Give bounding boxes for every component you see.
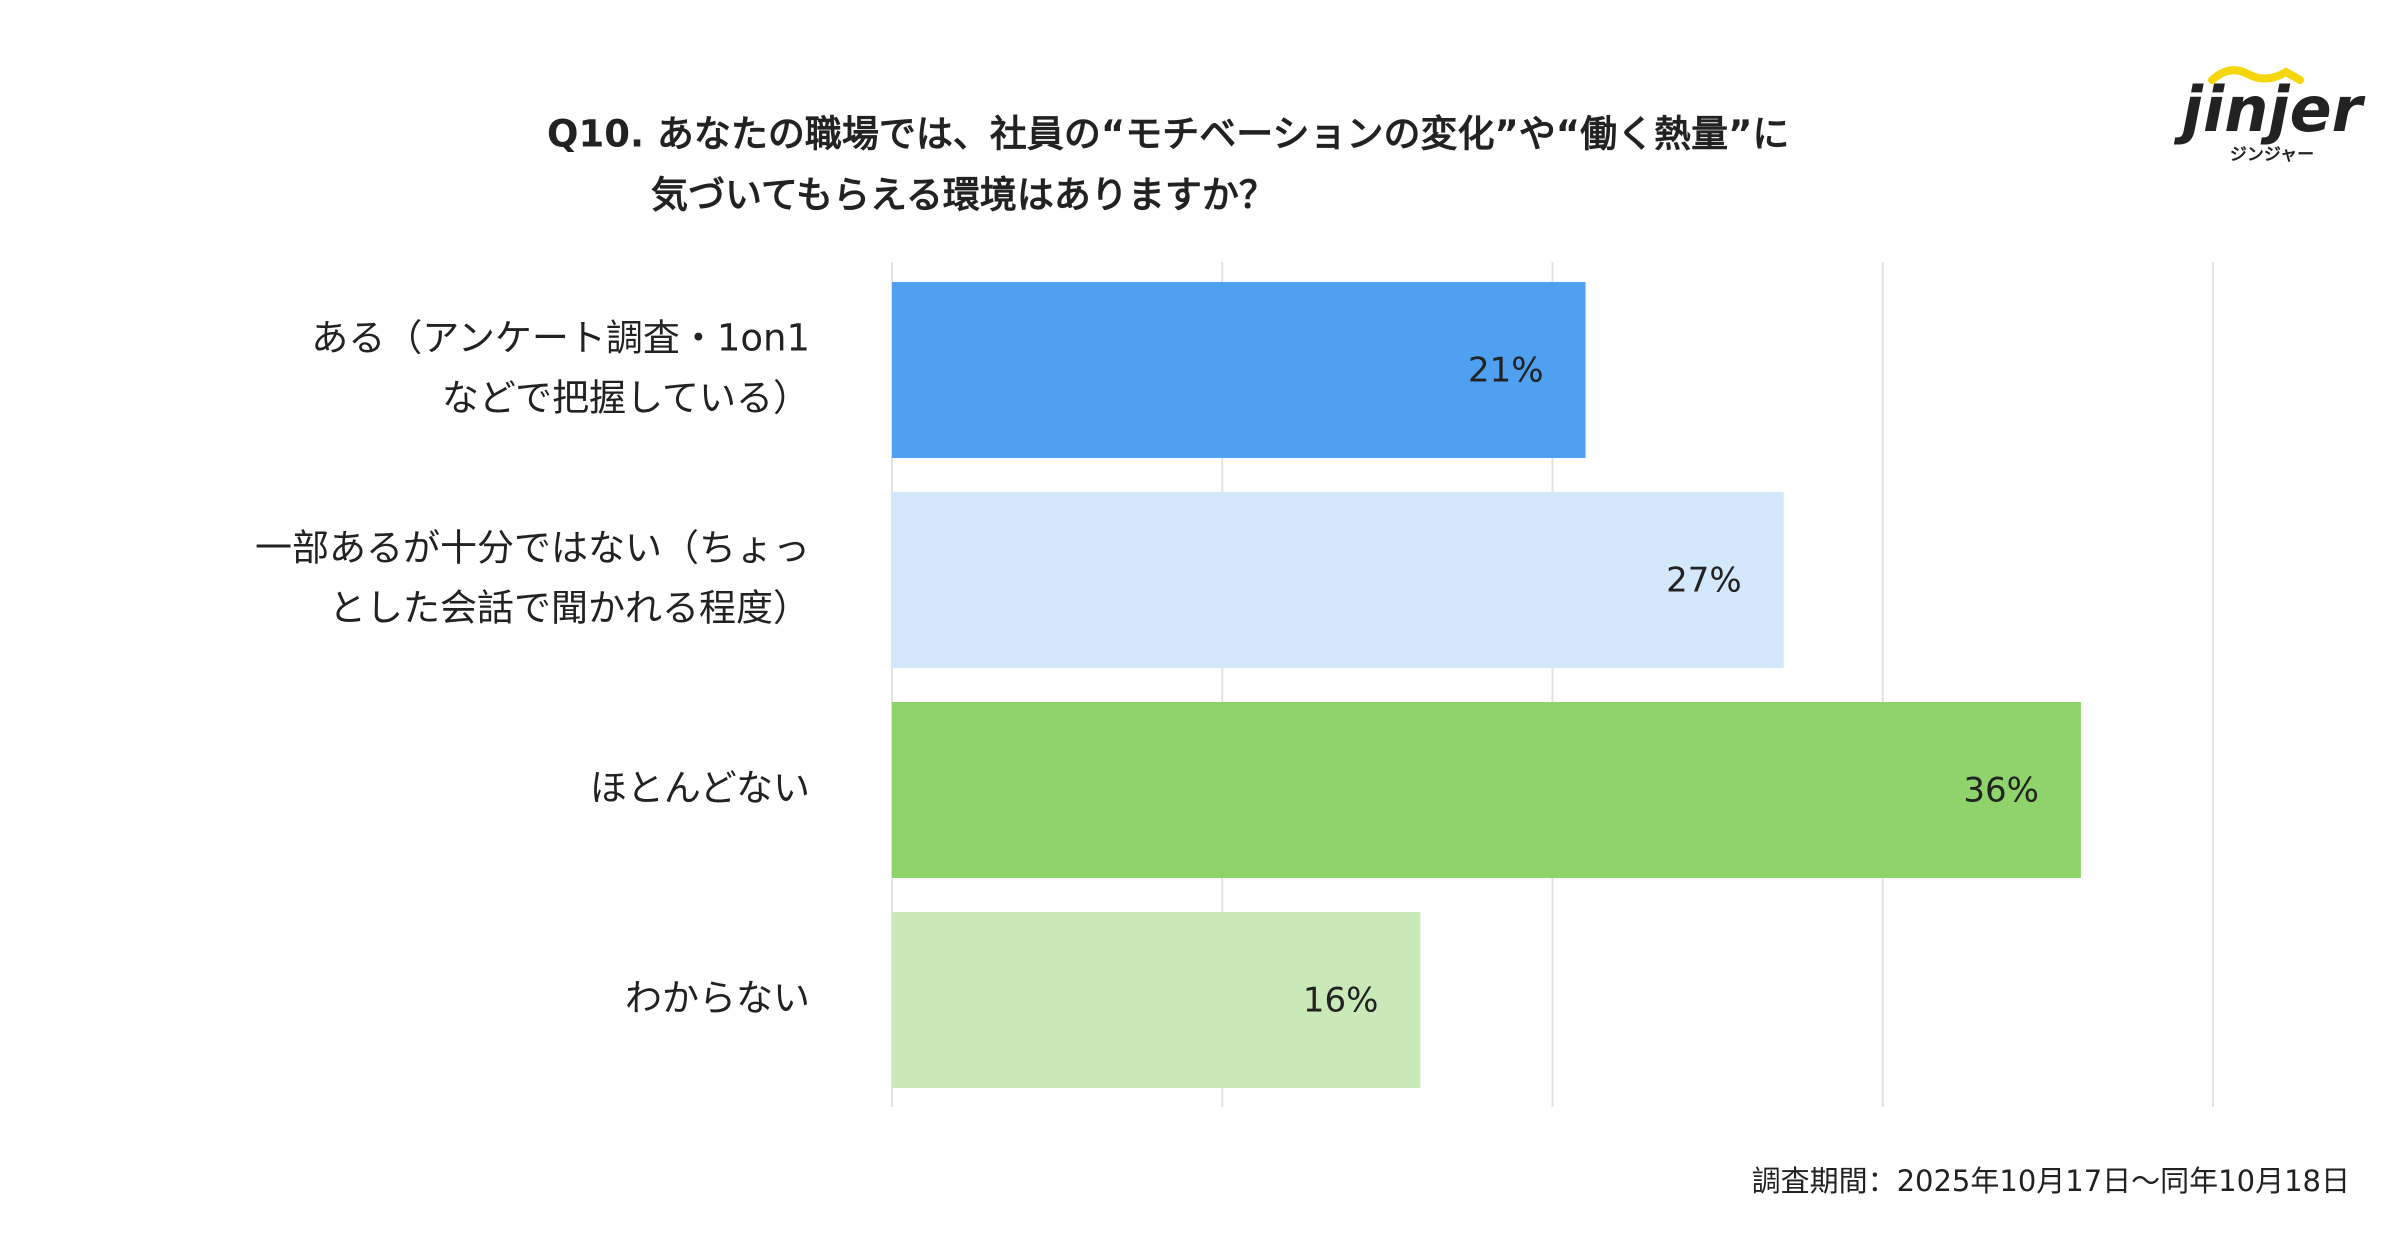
value-label: 36% [1963, 771, 2039, 811]
value-label: 21% [1468, 351, 1544, 391]
category-label: 一部あるが十分ではない（ちょっ [255, 527, 810, 570]
chart-title: Q10. あなたの職場では、社員の“モチベーションの変化”や“働く熱量”に [547, 113, 1789, 156]
bar [892, 492, 1784, 668]
bar [892, 912, 1421, 1088]
logo-kana: ジンジャー [2230, 145, 2314, 165]
bar [892, 282, 1586, 458]
category-label: ほとんどない [590, 767, 810, 810]
value-label: 16% [1303, 981, 1379, 1021]
chart-title: 気づいてもらえる環境はありますか？ [651, 174, 1276, 217]
category-label: わからない [625, 977, 810, 1020]
category-label: ある（アンケート調査・1on1 [311, 317, 810, 360]
logo: jinjer [2174, 73, 2366, 146]
note: 調査期間：2025年10月17日〜同年10月18日 [1752, 1164, 2350, 1198]
bar [892, 702, 2081, 878]
logo-arc [2208, 66, 2304, 84]
category-label: とした会話で聞かれる程度） [329, 587, 810, 630]
category-label: などで把握している） [442, 377, 810, 420]
value-label: 27% [1666, 561, 1742, 601]
